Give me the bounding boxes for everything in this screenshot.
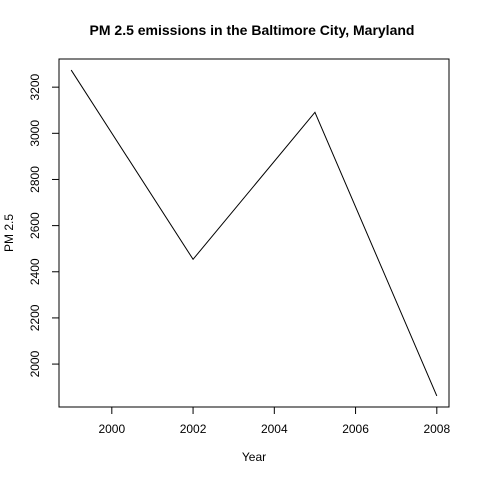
y-tick-label-2000: 2000 xyxy=(28,350,42,377)
x-axis: 2000 2002 2004 2006 2008 xyxy=(98,407,450,436)
series-line-0 xyxy=(70,69,438,397)
y-axis-label: PM 2.5 xyxy=(2,214,16,252)
y-tick-label-2200: 2200 xyxy=(28,304,42,331)
y-tick-label-2800: 2800 xyxy=(28,166,42,193)
x-tick-label-2008: 2008 xyxy=(423,422,450,436)
x-axis-label: Year xyxy=(242,450,266,464)
chart-title: PM 2.5 emissions in the Baltimore City, … xyxy=(90,22,415,38)
x-tick-label-2002: 2002 xyxy=(180,422,207,436)
y-axis: 2000 2200 2400 2600 2800 3000 3200 xyxy=(28,73,59,377)
y-tick-label-2400: 2400 xyxy=(28,258,42,285)
y-tick-label-3000: 3000 xyxy=(28,120,42,147)
x-tick-label-2000: 2000 xyxy=(98,422,125,436)
plot-frame xyxy=(58,58,450,408)
x-tick-label-2004: 2004 xyxy=(261,422,288,436)
series-group xyxy=(70,69,438,397)
y-tick-label-2600: 2600 xyxy=(28,212,42,239)
y-tick-label-3200: 3200 xyxy=(28,73,42,100)
x-tick-label-2006: 2006 xyxy=(342,422,369,436)
